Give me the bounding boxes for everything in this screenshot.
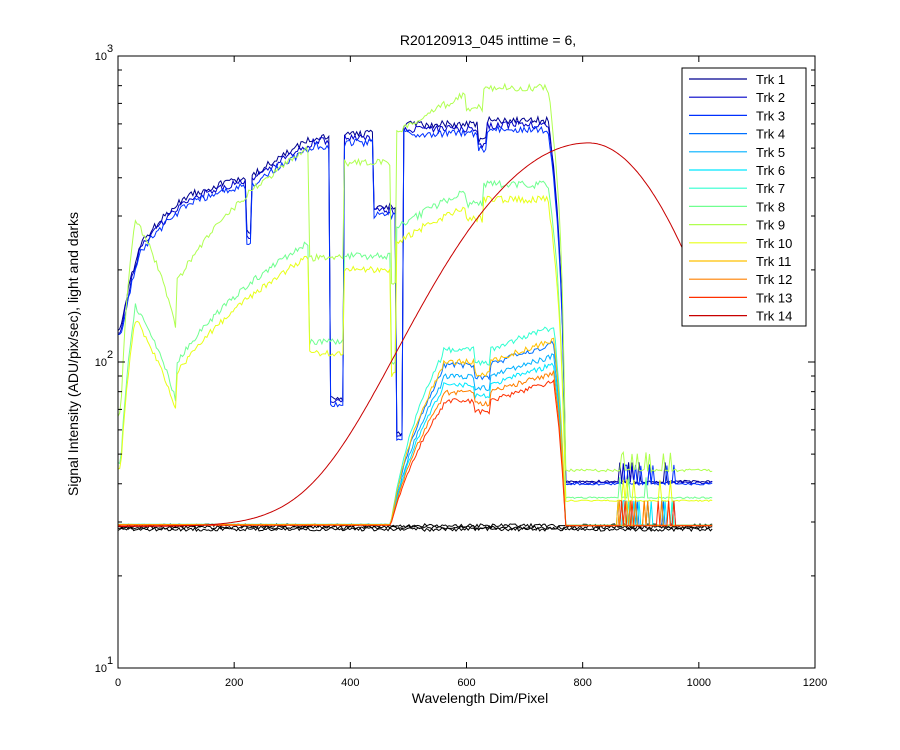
legend-label: Trk 1 [756, 72, 785, 87]
y-tick-label: 10 [95, 357, 107, 369]
series-line-trk-13 [118, 379, 713, 527]
legend-label: Trk 14 [756, 309, 792, 324]
x-tick-label: 600 [457, 677, 475, 689]
legend-label: Trk 13 [756, 290, 792, 305]
legend-box [681, 67, 807, 327]
y-tick-exponent: 3 [107, 43, 113, 55]
legend-label: Trk 7 [756, 181, 785, 196]
legend-label: Trk 8 [756, 199, 785, 214]
series-line-trk-9 [117, 82, 713, 473]
y-tick-exponent: 1 [107, 655, 113, 667]
legend-label: Trk 10 [756, 236, 792, 251]
legend-label: Trk 11 [756, 254, 791, 269]
dark-baseline [117, 526, 713, 533]
x-axis-label: Wavelength Dim/Pixel [412, 690, 548, 706]
dark-baseline [117, 524, 713, 531]
chart-title: R20120913_045 inttime = 6, [400, 32, 576, 48]
legend-items: Trk 1 Trk 2 Trk 3 Trk 4 Trk 5 Trk 6 Trk 7 Trk 8… [689, 72, 792, 324]
legend-label: Trk 4 [756, 127, 785, 142]
legend-label: Trk 9 [756, 218, 785, 233]
x-tick-label: 800 [573, 677, 591, 689]
legend-label: Trk 6 [756, 163, 785, 178]
legend: Trk 1 Trk 2 Trk 3 Trk 4 Trk 5 Trk 6 Trk 7 Trk 8… [681, 67, 807, 327]
y-axis-label: Signal Intensity (ADU/pix/sec), light an… [65, 212, 81, 496]
series-layer [117, 82, 713, 533]
legend-label: Trk 3 [756, 108, 785, 123]
x-tick-label: 1200 [803, 677, 827, 689]
series-line-trk-14 [118, 142, 711, 527]
x-tick-label: 1000 [687, 677, 711, 689]
y-tick-exponent: 2 [107, 349, 113, 361]
x-tick-label: 0 [115, 677, 121, 689]
legend-label: Trk 12 [756, 272, 792, 287]
series-line-trk-10 [117, 194, 713, 503]
y-tick-label: 10 [95, 51, 107, 63]
y-tick-label: 10 [95, 663, 107, 675]
legend-label: Trk 2 [756, 90, 785, 105]
series-line-trk-8 [117, 179, 713, 500]
x-tick-label: 400 [341, 677, 359, 689]
x-tick-label: 200 [225, 677, 243, 689]
legend-label: Trk 5 [756, 145, 785, 160]
series-line-trk-3 [117, 124, 713, 486]
